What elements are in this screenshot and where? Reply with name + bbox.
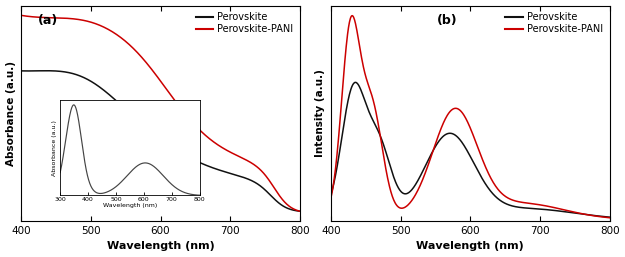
Perovskite — [67, 71, 74, 75]
Perovskite-PANI — [67, 17, 74, 20]
Perovskite-PANI — [538, 204, 545, 207]
Perovskite — [327, 194, 334, 197]
Perovskite-PANI — [89, 21, 96, 24]
Perovskite — [42, 69, 50, 72]
Perovskite-PANI — [144, 62, 151, 65]
Legend: Perovskite, Perovskite-PANI: Perovskite, Perovskite-PANI — [501, 8, 607, 38]
Perovskite — [492, 195, 499, 198]
Perovskite-PANI — [454, 107, 461, 110]
Line: Perovskite-PANI: Perovskite-PANI — [331, 16, 609, 218]
Perovskite-PANI — [606, 216, 613, 219]
Perovskite-PANI — [377, 136, 384, 140]
Perovskite — [18, 69, 25, 72]
Perovskite — [352, 81, 359, 84]
Perovskite — [606, 216, 613, 219]
Perovskite — [454, 135, 461, 139]
Legend: Perovskite, Perovskite-PANI: Perovskite, Perovskite-PANI — [192, 8, 297, 38]
Perovskite-PANI — [399, 207, 407, 210]
Line: Perovskite: Perovskite — [331, 82, 609, 217]
Text: (a): (a) — [38, 14, 58, 27]
Perovskite-PANI — [182, 113, 189, 116]
Perovskite — [144, 127, 151, 130]
Perovskite-PANI — [296, 210, 304, 213]
Perovskite — [399, 192, 407, 195]
Perovskite — [514, 206, 521, 209]
Perovskite — [296, 210, 304, 213]
Perovskite-PANI — [349, 14, 356, 17]
Perovskite — [377, 135, 384, 138]
X-axis label: Wavelength (nm): Wavelength (nm) — [416, 241, 524, 251]
Perovskite — [228, 172, 235, 175]
Perovskite-PANI — [204, 135, 211, 139]
Perovskite-PANI — [492, 185, 499, 188]
Perovskite — [89, 81, 97, 84]
Text: (b): (b) — [437, 14, 458, 27]
Line: Perovskite: Perovskite — [21, 71, 300, 211]
Perovskite — [538, 208, 545, 211]
Perovskite — [204, 164, 211, 168]
Y-axis label: Intensity (a.u.): Intensity (a.u.) — [315, 69, 325, 157]
Perovskite-PANI — [514, 200, 521, 203]
Perovskite — [182, 154, 189, 157]
Perovskite-PANI — [327, 197, 334, 200]
Perovskite-PANI — [18, 14, 25, 17]
Line: Perovskite-PANI: Perovskite-PANI — [21, 15, 300, 211]
Y-axis label: Absorbance (a.u.): Absorbance (a.u.) — [6, 61, 16, 166]
X-axis label: Wavelength (nm): Wavelength (nm) — [107, 241, 214, 251]
Perovskite-PANI — [228, 151, 235, 154]
